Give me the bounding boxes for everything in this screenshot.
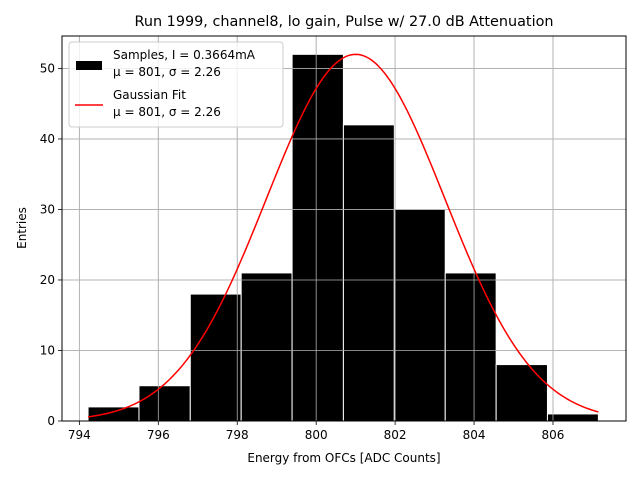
y-tick-label: 30 bbox=[40, 202, 55, 216]
x-axis-label: Energy from OFCs [ADC Counts] bbox=[247, 451, 440, 465]
legend-label-samples-stats: μ = 801, σ = 2.26 bbox=[113, 65, 221, 79]
y-tick-label: 20 bbox=[40, 273, 55, 287]
y-tick-label: 50 bbox=[40, 61, 55, 75]
x-tick-label: 802 bbox=[384, 428, 407, 442]
x-tick-label: 806 bbox=[542, 428, 565, 442]
legend-label-fit: Gaussian Fit bbox=[113, 88, 186, 102]
legend-label-fit-stats: μ = 801, σ = 2.26 bbox=[113, 105, 221, 119]
x-tick-label: 804 bbox=[463, 428, 486, 442]
x-axis-ticks: 794 796 798 800 802 804 806 bbox=[68, 421, 565, 442]
y-tick-label: 0 bbox=[47, 414, 55, 428]
legend-swatch-samples bbox=[76, 61, 102, 70]
plot-frame bbox=[61, 35, 627, 422]
y-axis-ticks: 0 10 20 30 40 50 bbox=[40, 61, 62, 428]
legend-label-samples: Samples, I = 0.3664mA bbox=[113, 48, 256, 62]
x-tick-label: 794 bbox=[68, 428, 91, 442]
chart-title: Run 1999, channel8, lo gain, Pulse w/ 27… bbox=[135, 14, 554, 30]
histogram-bar bbox=[138, 385, 191, 422]
histogram-bar bbox=[444, 272, 497, 422]
x-tick-label: 800 bbox=[305, 428, 328, 442]
legend-frame bbox=[68, 41, 284, 128]
gaussian-fit-line bbox=[87, 53, 599, 418]
histogram-bar bbox=[342, 124, 395, 422]
y-tick-label: 10 bbox=[40, 343, 55, 357]
histogram-bar bbox=[291, 53, 344, 422]
histogram-bar bbox=[393, 208, 446, 422]
x-tick-label: 796 bbox=[147, 428, 170, 442]
histogram-bar bbox=[87, 406, 140, 422]
histogram-bar bbox=[495, 364, 548, 422]
histogram-bar bbox=[240, 272, 293, 422]
legend: Samples, I = 0.3664mA μ = 801, σ = 2.26 … bbox=[68, 41, 284, 128]
x-tick-label: 798 bbox=[226, 428, 249, 442]
y-tick-label: 40 bbox=[40, 132, 55, 146]
y-axis-label: Entries bbox=[15, 207, 29, 249]
histogram-bar bbox=[546, 413, 599, 422]
